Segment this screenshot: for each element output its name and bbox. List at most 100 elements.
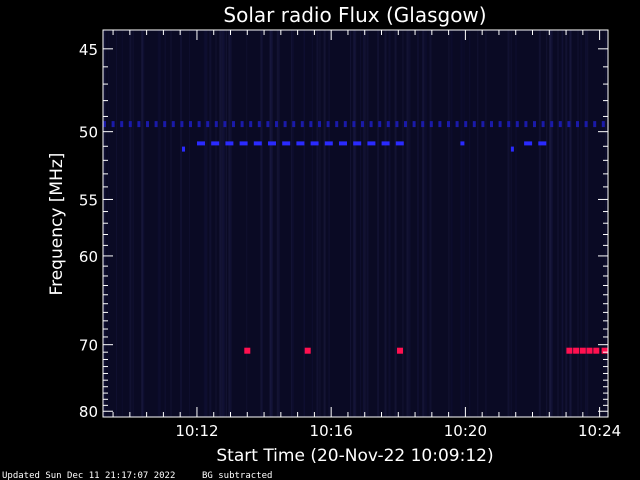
emission-point — [397, 347, 403, 354]
emission-dash — [421, 121, 425, 128]
noise-streak — [557, 30, 559, 417]
emission-dash — [381, 141, 390, 146]
emission-point — [573, 347, 580, 354]
emission-dash — [464, 121, 468, 128]
noise-streak — [424, 30, 427, 417]
noise-streak — [157, 30, 159, 417]
noise-streak — [316, 30, 319, 417]
emission-dash — [395, 121, 399, 128]
emission-dash — [240, 121, 244, 128]
emission-dash — [154, 121, 158, 128]
emission-dash — [369, 121, 373, 128]
noise-streak — [569, 30, 572, 417]
spectrogram-background — [103, 30, 608, 417]
noise-streak — [291, 30, 294, 417]
noise-streak — [225, 30, 227, 417]
axes: 10:12 10:16 10:20 10:24 45 50 55 60 70 80 — [79, 29, 621, 440]
noise-streak — [384, 30, 387, 417]
emission-dash — [318, 121, 321, 128]
y-tick-label: 45 — [79, 41, 98, 59]
y-tick-label: 55 — [79, 191, 98, 209]
noise-streak — [580, 30, 582, 417]
noise-streak — [180, 30, 182, 417]
y-tick-label: 80 — [79, 403, 98, 421]
emission-dash — [268, 141, 276, 146]
noise-streak — [164, 30, 166, 417]
noise-streak — [584, 30, 587, 417]
emission-dash — [343, 121, 347, 128]
emission-dash — [567, 121, 571, 128]
emission-point — [593, 347, 600, 354]
emission-dash — [300, 121, 304, 128]
noise-streak — [422, 30, 424, 417]
noise-streak — [229, 30, 232, 417]
noise-streak — [561, 30, 564, 417]
noise-streak — [549, 30, 552, 417]
noise-streak — [209, 30, 212, 417]
noise-streak — [291, 30, 292, 417]
emission-dash — [275, 121, 278, 128]
y-tick-label: 50 — [79, 124, 98, 142]
noise-streak — [460, 30, 463, 417]
noise-streak — [269, 30, 272, 417]
emission-dash — [249, 121, 253, 128]
emission-dash — [438, 121, 442, 128]
noise-streak — [158, 30, 161, 417]
emission-dash — [128, 121, 132, 128]
emission-dash — [335, 121, 339, 128]
emission-dash — [120, 121, 124, 128]
emission-dash — [361, 121, 364, 128]
noise-streak — [328, 30, 330, 417]
emission-dash — [292, 121, 296, 128]
emission-dash — [111, 121, 115, 128]
noise-streak — [108, 30, 110, 417]
noise-streak — [463, 30, 465, 417]
noise-streak — [587, 30, 589, 417]
emission-point — [244, 347, 251, 354]
emission-dash — [576, 121, 579, 128]
emission-dash — [550, 121, 554, 128]
emission-dash — [558, 121, 562, 128]
emission-dash — [214, 121, 218, 128]
noise-streak — [507, 30, 510, 417]
noise-streak — [129, 30, 132, 417]
noise-streak — [303, 30, 305, 417]
emission-dash — [507, 121, 511, 128]
noise-streak — [170, 30, 172, 417]
emission-dash — [455, 121, 459, 128]
x-tick-label: 10:12 — [175, 422, 218, 440]
emission-dash — [601, 121, 605, 128]
noise-streak — [408, 30, 411, 417]
emission-dash — [352, 121, 356, 128]
noise-streak — [550, 30, 553, 417]
emission-dash — [223, 121, 227, 128]
noise-streak — [219, 30, 222, 417]
emission-dash — [584, 121, 588, 128]
emission-dash — [282, 141, 291, 146]
emission-point — [510, 146, 514, 152]
x-tick-label: 10:20 — [444, 422, 487, 440]
noise-streak — [270, 30, 273, 417]
noise-streak — [350, 30, 352, 417]
noise-streak — [469, 30, 471, 417]
noise-streak — [477, 30, 479, 417]
emission-dash — [524, 121, 528, 128]
emission-dash — [310, 141, 319, 146]
noise-streak — [261, 30, 263, 417]
emission-dash — [378, 121, 382, 128]
emission-dash — [541, 121, 545, 128]
emission-dash — [171, 121, 175, 128]
noise-streak — [429, 30, 432, 417]
noise-streak — [562, 30, 563, 417]
emission-dash — [197, 121, 201, 128]
noise-streak — [416, 30, 419, 417]
noise-streak — [538, 30, 541, 417]
footer-bg-note: BG subtracted — [202, 471, 272, 480]
emission-marks — [103, 121, 608, 354]
noise-streak — [270, 30, 272, 417]
noise-streak — [515, 30, 517, 417]
emission-dash — [498, 121, 502, 128]
emission-dash — [206, 121, 210, 128]
emission-dash — [353, 141, 362, 146]
emission-dash — [395, 141, 404, 146]
